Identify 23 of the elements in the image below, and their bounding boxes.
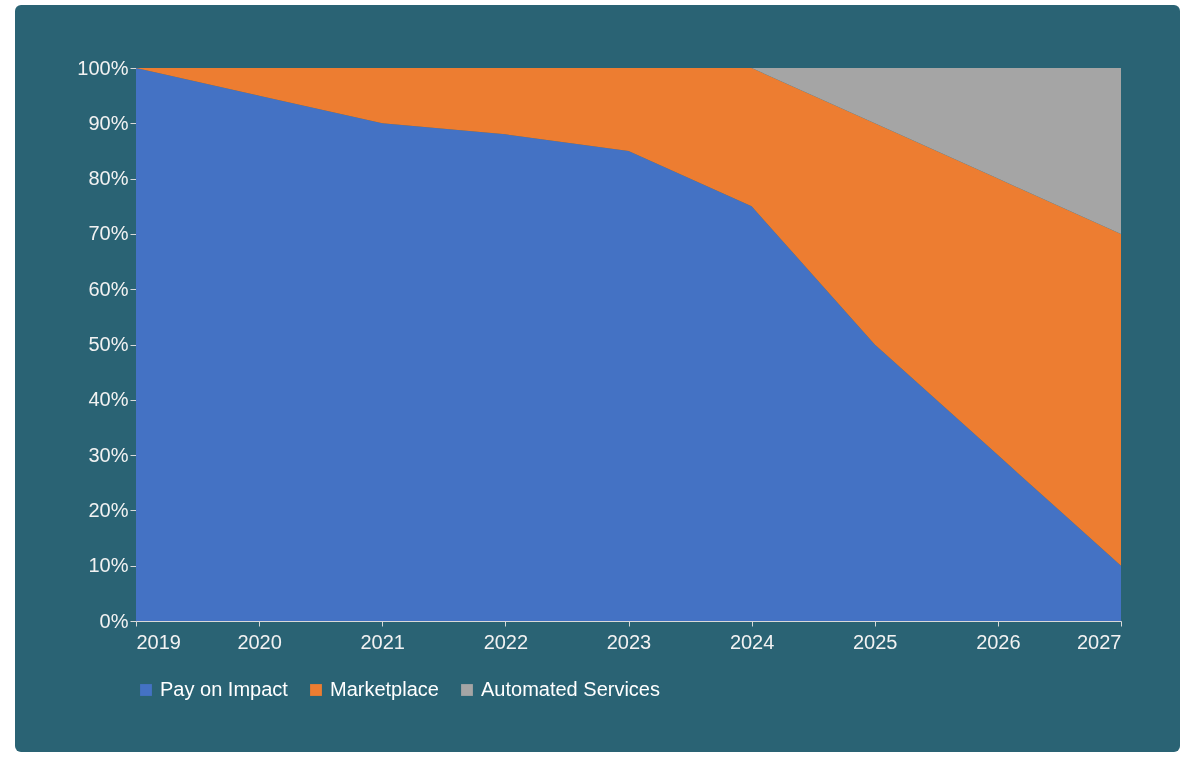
y-tick-label: 40% <box>88 388 129 411</box>
y-tick-label: 10% <box>88 554 129 577</box>
x-tick-label: 2023 <box>606 630 652 653</box>
x-tick-label: 2024 <box>729 630 775 653</box>
x-tick-label: 2019 <box>136 630 181 653</box>
y-tick-label: 0% <box>99 609 129 632</box>
x-tick-label: 2027 <box>1077 630 1122 653</box>
x-tick-label: 2021 <box>360 630 405 653</box>
legend-label: Automated Services <box>481 678 660 700</box>
y-tick-label: 20% <box>88 498 129 521</box>
x-tick-label: 2022 <box>483 630 529 653</box>
legend-label: Marketplace <box>330 678 439 700</box>
y-tick-label: 70% <box>88 222 129 245</box>
y-tick-label: 80% <box>88 167 129 190</box>
x-tick-label: 2020 <box>237 630 282 653</box>
y-tick-label: 90% <box>88 111 129 134</box>
y-tick-label: 50% <box>88 333 129 355</box>
x-tick-label: 2025 <box>853 630 898 653</box>
y-tick-label: 30% <box>88 443 129 466</box>
y-tick-label: 60% <box>88 277 129 300</box>
legend-label: Pay on Impact <box>160 678 289 700</box>
x-tick-label: 2026 <box>976 630 1021 653</box>
y-tick-label: 100% <box>77 56 129 79</box>
